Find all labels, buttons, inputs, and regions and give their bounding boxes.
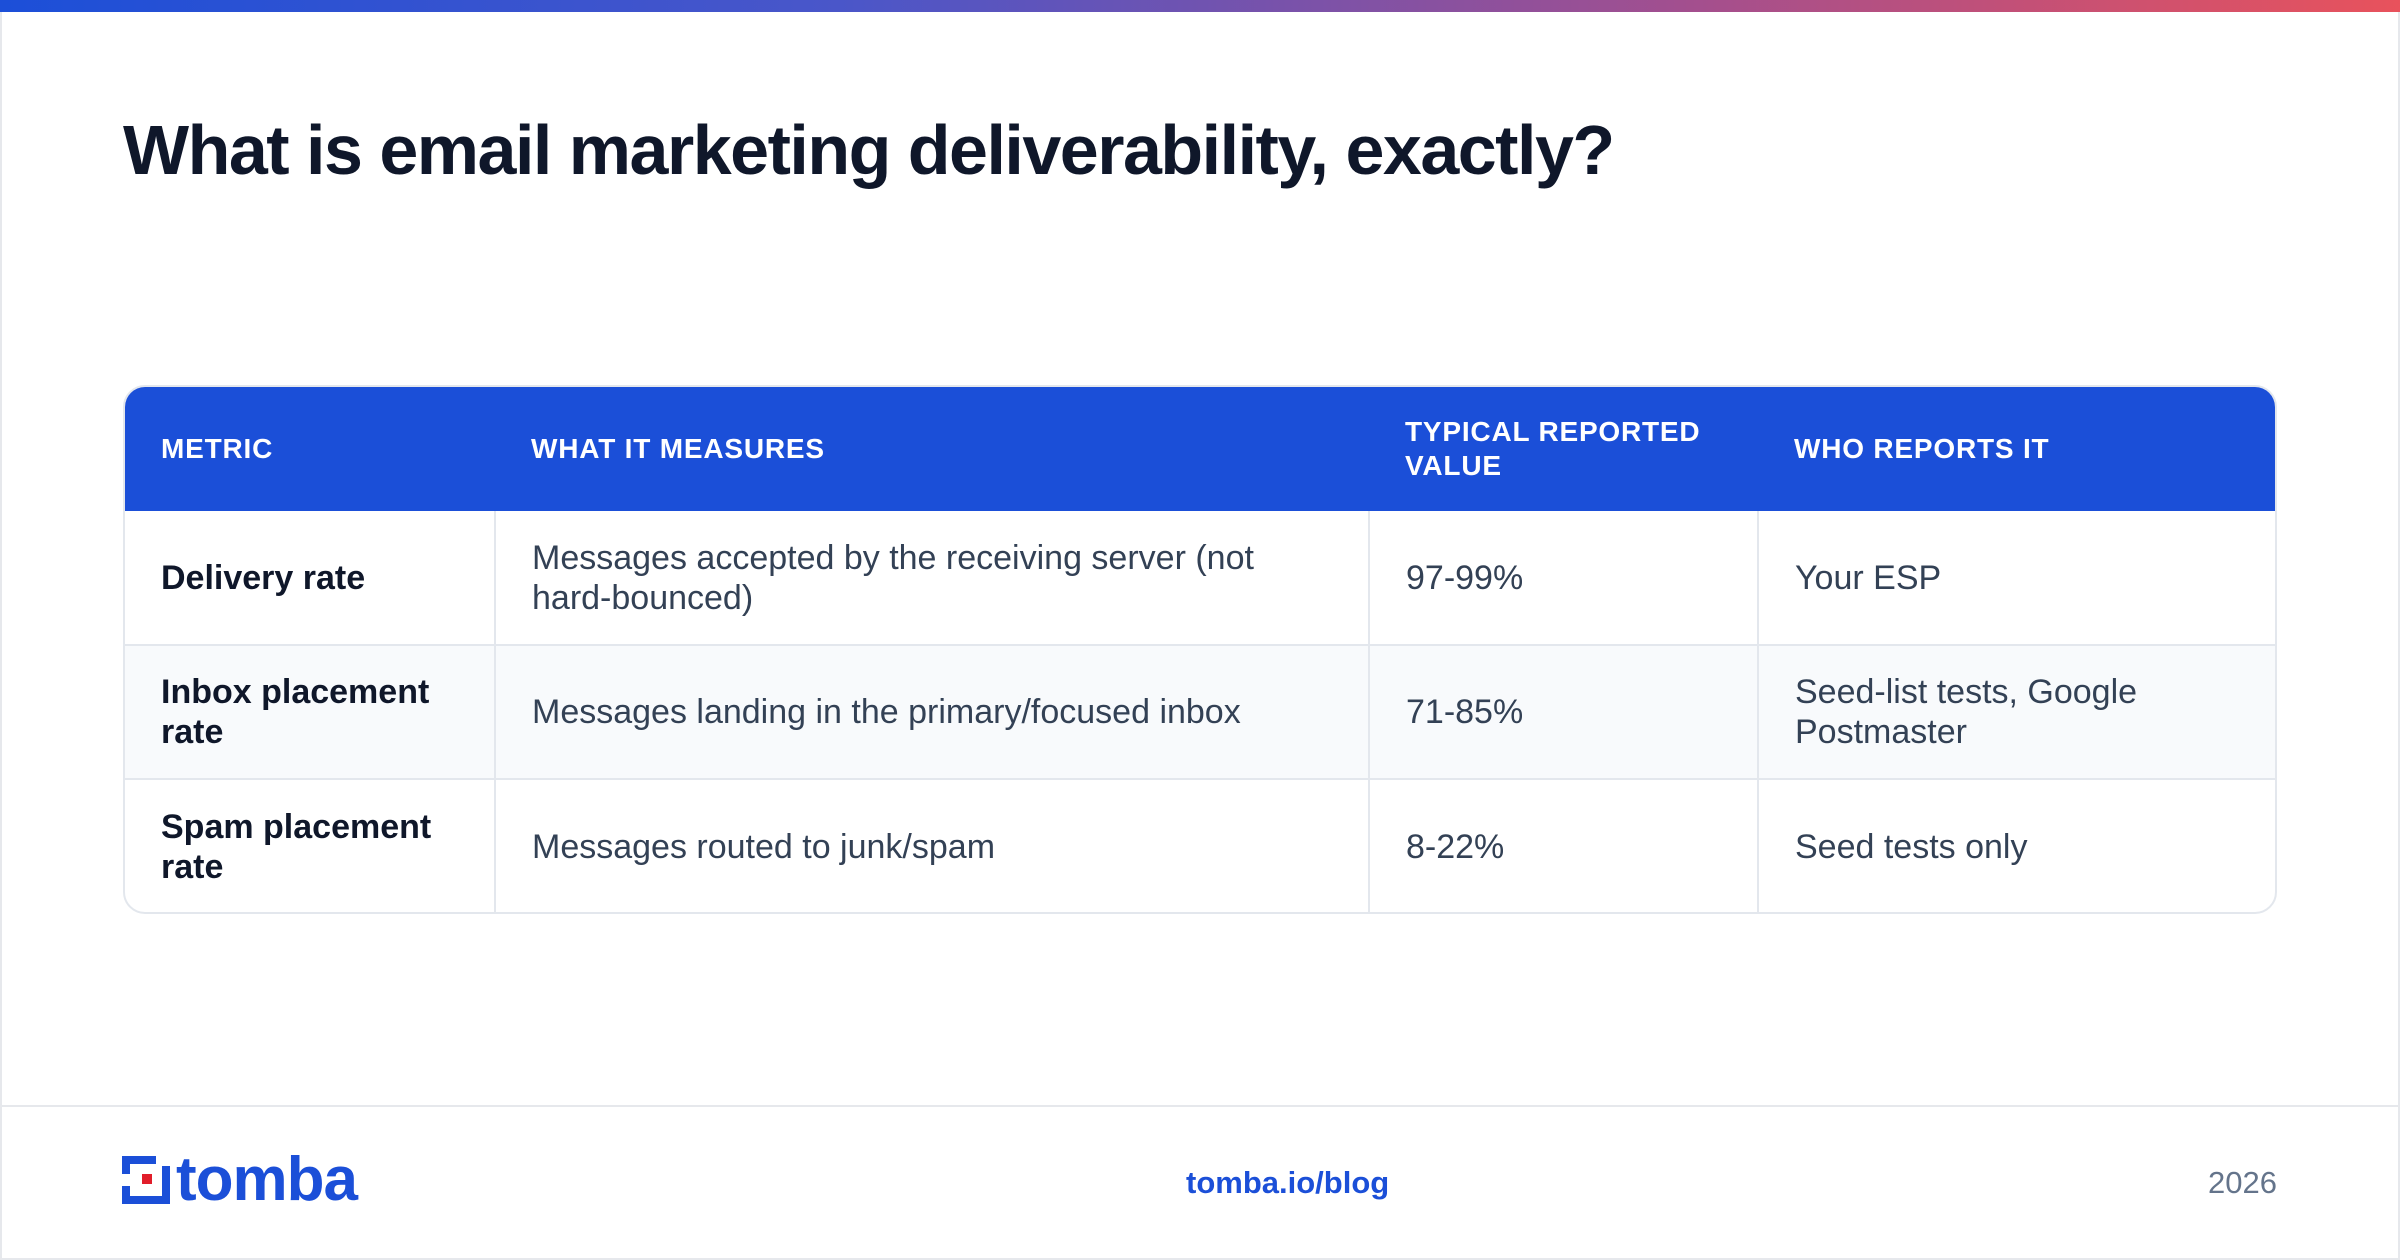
table-row: Spam placement rate Messages routed to j… [125, 778, 2275, 912]
value-cell: 97-99% [1368, 511, 1758, 645]
measures-cell: Messages routed to junk/spam [494, 778, 1369, 912]
table-row: Delivery rate Messages accepted by the r… [125, 511, 2275, 645]
metric-cell: Spam placement rate [125, 778, 495, 912]
reporter-cell: Seed tests only [1757, 778, 2275, 912]
header-who-reports: WHO REPORTS IT [1794, 433, 2050, 464]
tomba-logo-icon [122, 1156, 170, 1204]
table-header-row: METRIC WHAT IT MEASURES TYPICAL REPORTED… [125, 387, 2275, 511]
header-metric: METRIC [161, 433, 274, 464]
measures-cell: Messages landing in the primary/focused … [494, 644, 1369, 779]
measures-cell: Messages accepted by the receiving serve… [494, 511, 1369, 645]
tomba-logo[interactable]: tomba [122, 1145, 358, 1214]
top-gradient-bar [0, 0, 2400, 12]
footer-year: 2026 [2208, 1165, 2277, 1200]
page-title: What is email marketing deliverability, … [123, 111, 1615, 189]
metric-cell: Inbox placement rate [125, 644, 495, 779]
blog-link[interactable]: tomba.io/blog [1186, 1165, 1390, 1200]
table-row: Inbox placement rate Messages landing in… [125, 644, 2275, 779]
metric-cell: Delivery rate [161, 558, 366, 597]
value-cell: 8-22% [1368, 778, 1758, 912]
footer-divider [0, 1105, 2400, 1107]
reporter-cell: Your ESP [1757, 511, 2275, 645]
metrics-table: METRIC WHAT IT MEASURES TYPICAL REPORTED… [123, 385, 2277, 914]
logo-wordmark: tomba [176, 1145, 358, 1214]
header-what-it-measures: WHAT IT MEASURES [531, 433, 825, 464]
reporter-cell: Seed-list tests, Google Postmaster [1757, 644, 2275, 779]
header-typical-value: TYPICAL REPORTED VALUE [1405, 416, 1701, 481]
value-cell: 71-85% [1368, 644, 1758, 779]
